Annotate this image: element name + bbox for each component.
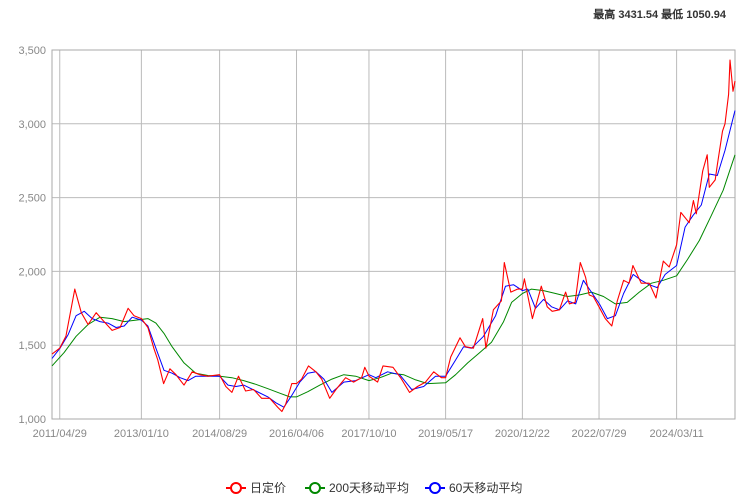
x-tick-label: 2020/12/22 xyxy=(495,428,550,440)
high-value: 3431.54 xyxy=(618,9,659,21)
y-tick-label: 3,500 xyxy=(18,45,46,57)
y-tick-label: 2,500 xyxy=(18,193,46,205)
y-tick-label: 1,500 xyxy=(18,340,46,352)
low-value: 1050.94 xyxy=(686,9,727,21)
series-daily-price-line xyxy=(51,59,736,413)
high-low-summary: 最高 3431.54 最低 1050.94 xyxy=(593,7,727,21)
series-lines xyxy=(51,59,736,413)
x-tick-label: 2013/01/10 xyxy=(114,428,169,440)
legend-item-ma200[interactable]: 200天移动平均 xyxy=(305,481,409,495)
y-tick-label: 3,000 xyxy=(18,119,46,131)
legend-circle-marker xyxy=(230,482,242,494)
grid xyxy=(51,49,736,420)
x-tick-label: 2016/04/06 xyxy=(269,428,324,440)
x-tick-label: 2017/10/10 xyxy=(341,428,396,440)
plot-frame xyxy=(51,49,736,420)
low-label: 最低 xyxy=(661,7,683,21)
y-tick-label: 2,000 xyxy=(18,266,46,278)
x-tick-label: 2014/08/29 xyxy=(192,428,247,440)
y-tick-label: 1,000 xyxy=(18,414,46,426)
legend-circle-marker xyxy=(309,482,321,494)
high-label: 最高 xyxy=(593,7,615,21)
series-ma200-line xyxy=(51,154,736,398)
legend-circle-marker xyxy=(429,482,441,494)
legend-item-ma60[interactable]: 60天移动平均 xyxy=(425,481,522,495)
legend-label: 日定价 xyxy=(250,480,286,495)
legend-label: 200天移动平均 xyxy=(329,481,409,495)
x-tick-label: 2011/04/29 xyxy=(33,428,87,440)
axes: 1,000 1,500 2,000 2,500 3,000 3,500 2011/04/29… xyxy=(18,45,703,440)
x-tick-label: 2024/03/11 xyxy=(649,428,703,440)
legend-item-daily-price[interactable]: 日定价 xyxy=(226,480,286,495)
legend-label: 60天移动平均 xyxy=(449,481,522,495)
legend[interactable]: 日定价 200天移动平均 60天移动平均 xyxy=(226,480,522,495)
x-tick-label: 2022/07/29 xyxy=(571,428,626,440)
series-ma60-line xyxy=(51,110,736,408)
x-tick-label: 2019/05/17 xyxy=(418,428,473,440)
